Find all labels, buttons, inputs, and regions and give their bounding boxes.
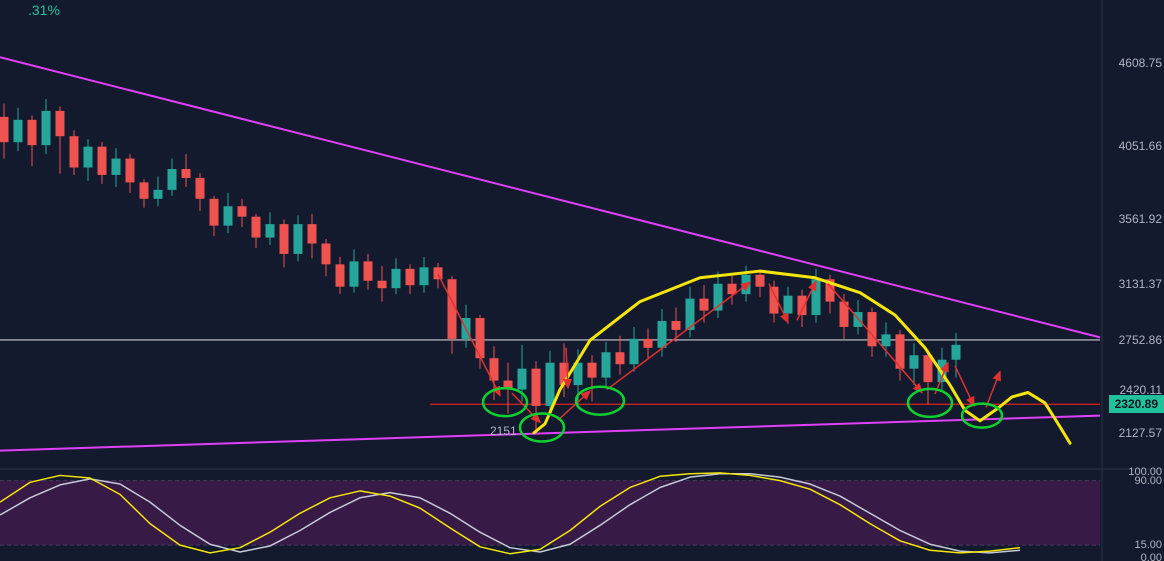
indicator-axis-tick: 0.00 (1141, 552, 1162, 561)
y-axis-tick: 4608.75 (1119, 56, 1162, 70)
indicator-axis-tick: 15.00 (1134, 539, 1162, 551)
y-axis-tick: 3131.37 (1119, 277, 1162, 291)
y-axis-tick: 2127.57 (1119, 426, 1162, 440)
current-price-tag: 2320.89 (1109, 395, 1164, 413)
price-chart[interactable] (0, 0, 1164, 561)
y-axis-tick: 3561.92 (1119, 212, 1162, 226)
price-annotation: 2151 (490, 424, 517, 438)
y-axis-tick: 4051.66 (1119, 139, 1162, 153)
y-axis-tick: 2752.86 (1119, 333, 1162, 347)
indicator-axis-tick: 90.00 (1134, 475, 1162, 487)
